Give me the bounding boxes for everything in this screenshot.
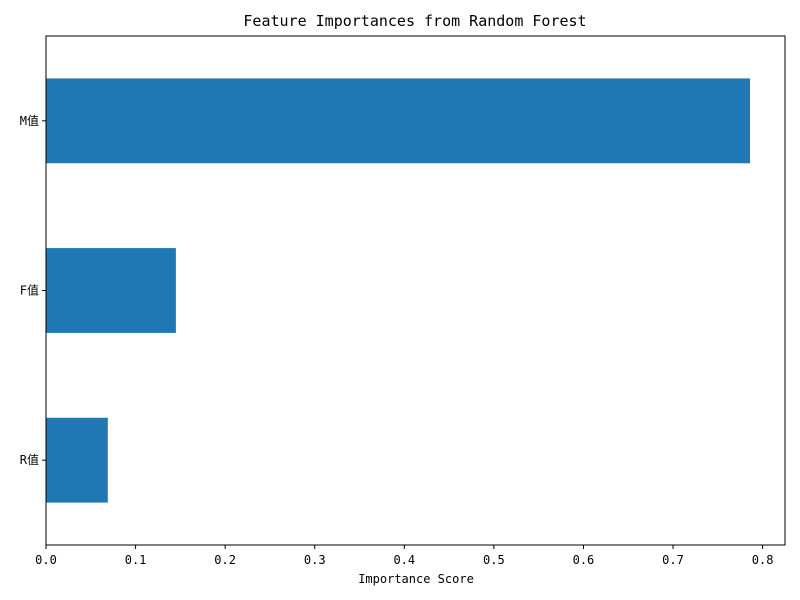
y-axis-ticks: R值 F值 M值 xyxy=(20,113,46,467)
bar-1 xyxy=(46,417,108,503)
chart-title: Feature Importances from Random Forest xyxy=(243,12,586,30)
x-tick-label: 0.6 xyxy=(573,553,595,567)
x-tick-label: 0.0 xyxy=(35,553,57,567)
x-tick-label: 0.5 xyxy=(483,553,505,567)
x-tick-label: 0.8 xyxy=(752,553,774,567)
plot-frame xyxy=(45,35,786,546)
y-tick-label: R值 xyxy=(20,452,39,467)
bars-layer xyxy=(46,78,751,503)
bar-2 xyxy=(46,248,176,333)
x-tick-label: 0.7 xyxy=(662,553,684,567)
x-axis-ticks: 0.0 0.1 0.2 0.3 0.4 0.5 0.6 0.7 0.8 xyxy=(35,545,773,567)
y-tick-label: F值 xyxy=(20,283,39,298)
x-tick-label: 0.4 xyxy=(393,553,415,567)
bar-3 xyxy=(46,78,751,164)
x-tick-label: 0.1 xyxy=(125,553,147,567)
x-tick-label: 0.3 xyxy=(304,553,326,567)
y-tick-label: M值 xyxy=(20,113,39,128)
x-tick-label: 0.2 xyxy=(214,553,236,567)
x-axis-label: Importance Score xyxy=(358,572,474,586)
